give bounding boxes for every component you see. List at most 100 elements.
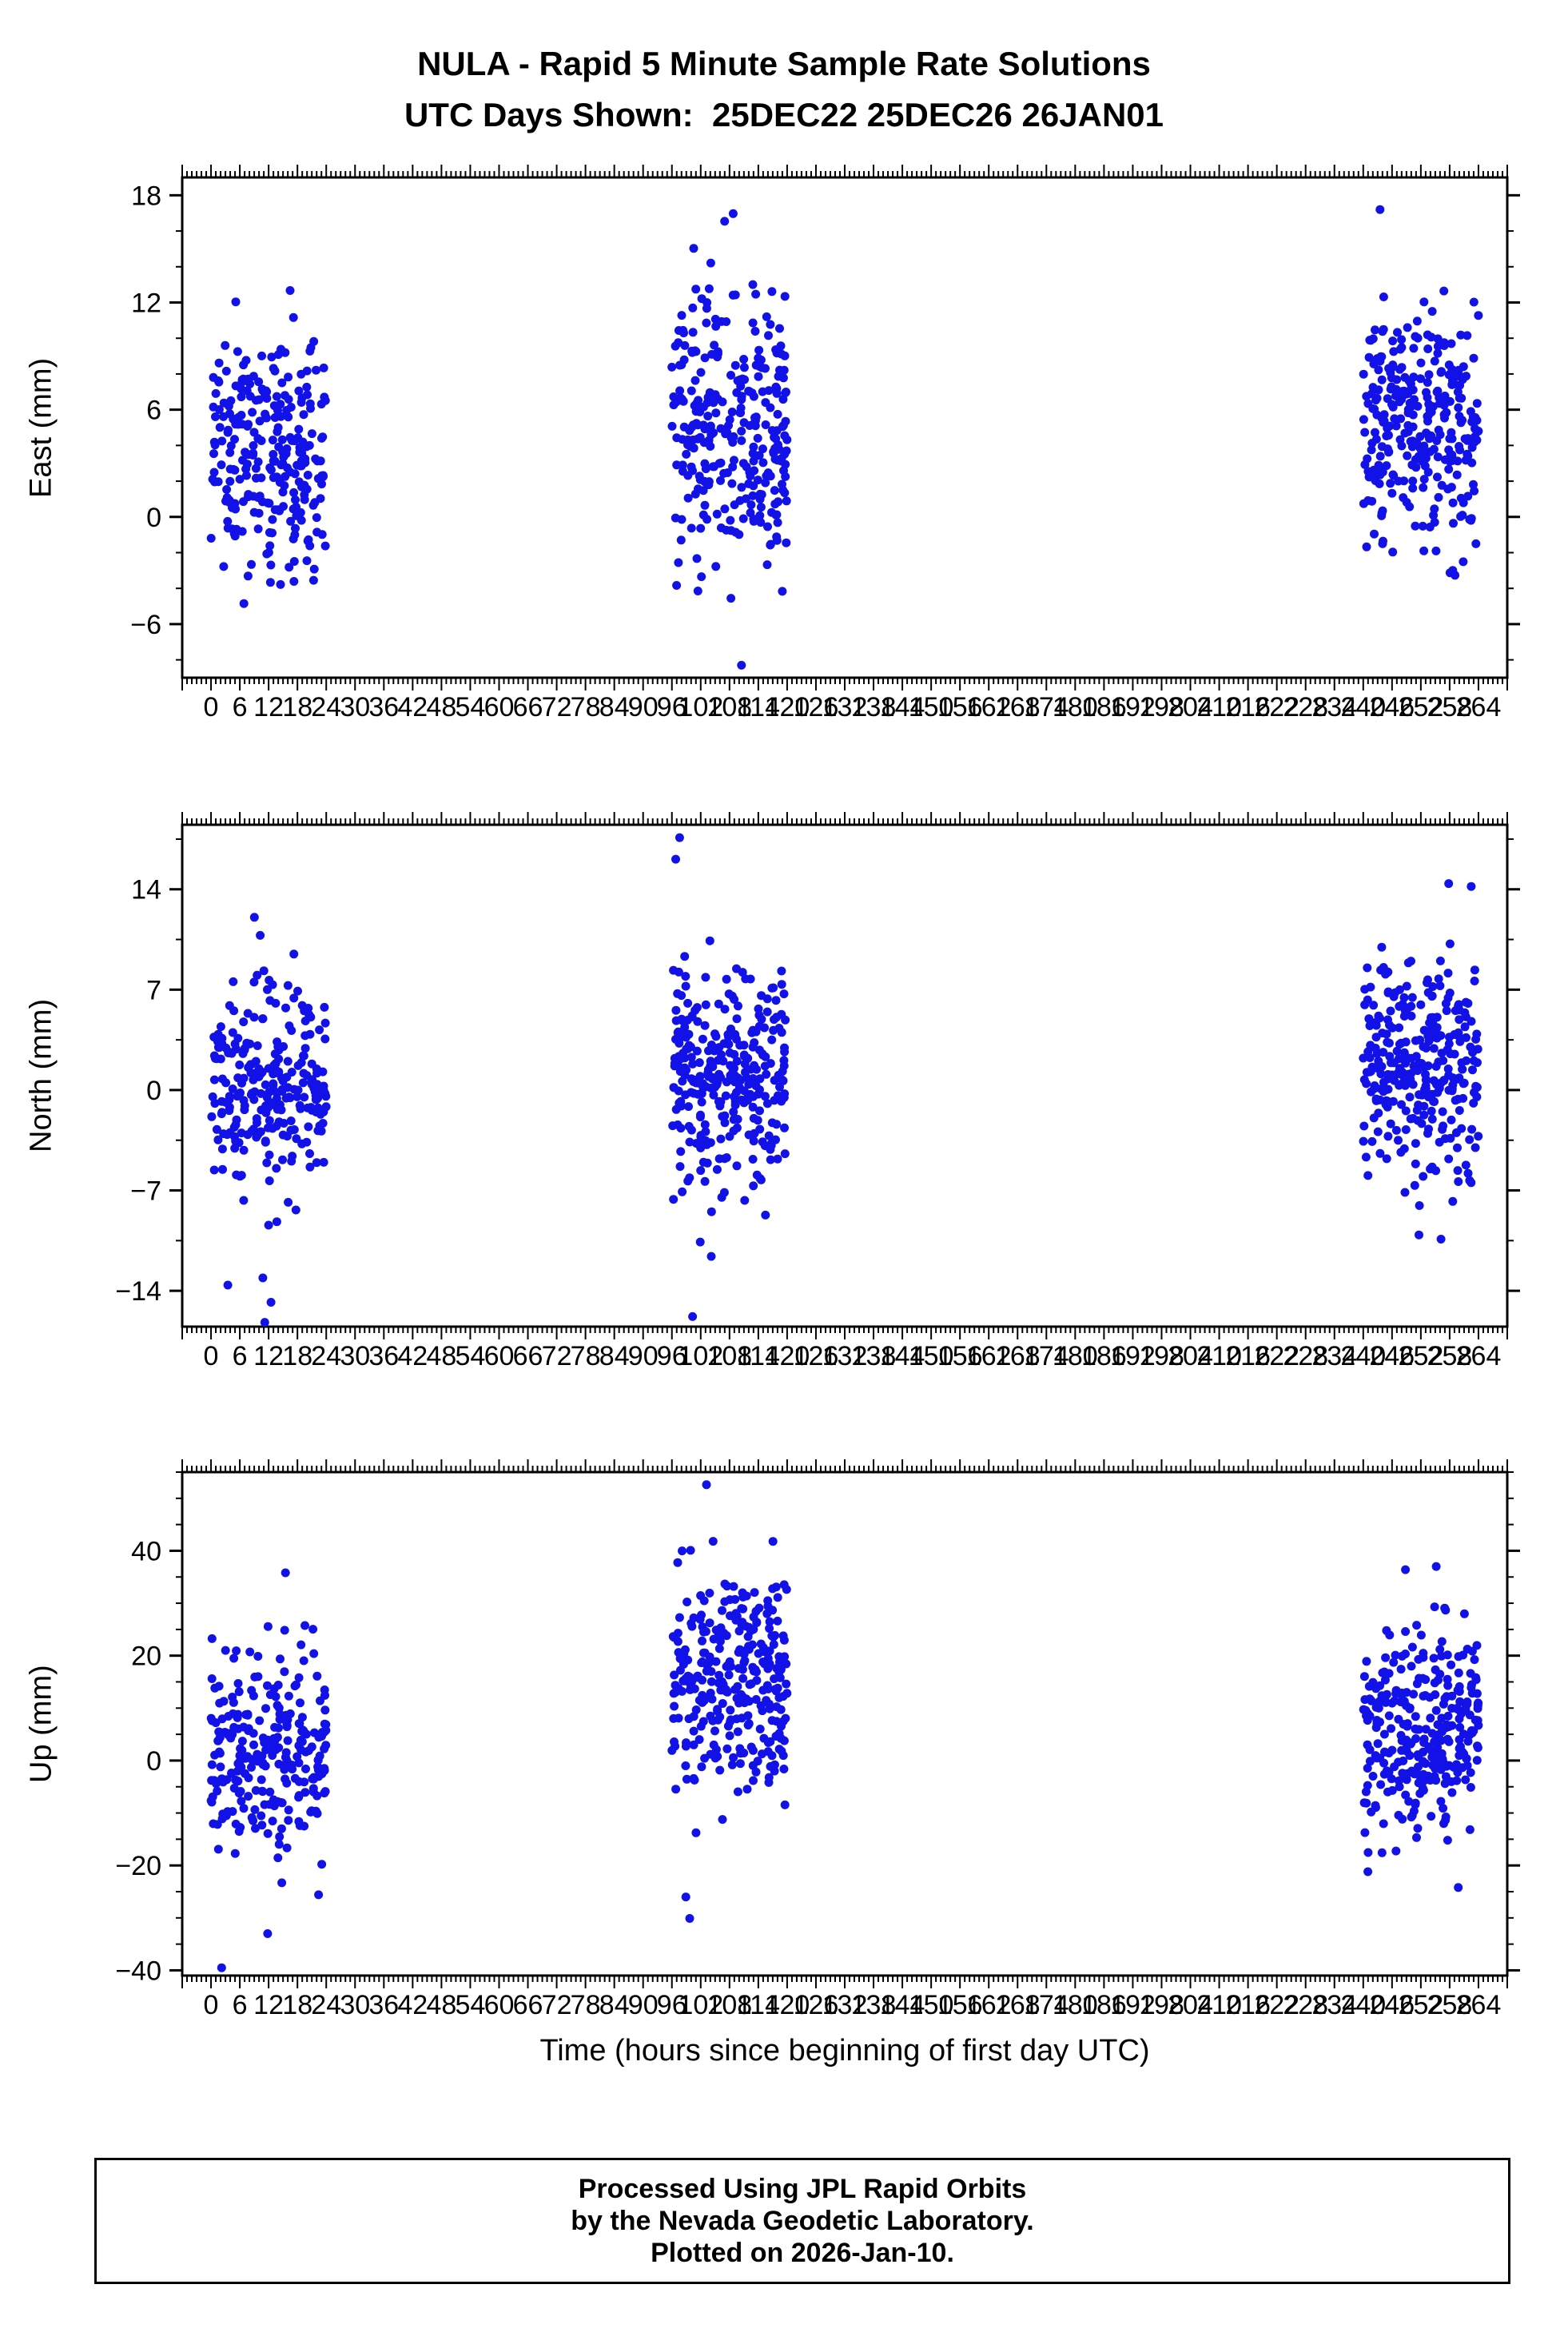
svg-text:228: 228: [1283, 1341, 1328, 1371]
data-points-north: [207, 833, 1483, 1327]
svg-text:216: 216: [1225, 692, 1271, 722]
svg-text:174: 174: [1024, 1990, 1069, 2020]
footer-line-2: by the Nevada Geodetic Laboratory.: [571, 2205, 1034, 2236]
svg-text:108: 108: [706, 692, 752, 722]
svg-text:168: 168: [995, 1341, 1041, 1371]
svg-text:126: 126: [794, 1341, 839, 1371]
svg-text:216: 216: [1225, 1341, 1271, 1371]
svg-text:162: 162: [966, 1990, 1012, 2020]
svg-text:0: 0: [146, 1746, 161, 1777]
svg-text:240: 240: [1340, 1990, 1386, 2020]
svg-text:102: 102: [678, 1990, 723, 2020]
svg-text:96: 96: [657, 692, 687, 722]
svg-text:0: 0: [146, 503, 161, 533]
svg-text:30: 30: [340, 1990, 370, 2020]
svg-text:138: 138: [851, 1341, 897, 1371]
svg-text:36: 36: [368, 1341, 399, 1371]
svg-text:36: 36: [368, 692, 399, 722]
svg-text:114: 114: [737, 1990, 780, 2020]
svg-text:132: 132: [822, 1990, 868, 2020]
svg-text:72: 72: [542, 1341, 572, 1371]
svg-text:222: 222: [1254, 1990, 1299, 2020]
svg-text:120: 120: [765, 1341, 810, 1371]
svg-text:144: 144: [880, 692, 925, 722]
svg-text:192: 192: [1110, 1341, 1156, 1371]
plot-frame-up: [181, 1470, 1509, 1977]
svg-text:162: 162: [966, 692, 1012, 722]
svg-text:150: 150: [909, 1341, 954, 1371]
svg-text:240: 240: [1340, 692, 1386, 722]
svg-text:210: 210: [1196, 1341, 1242, 1371]
svg-text:66: 66: [513, 1341, 543, 1371]
svg-text:−40: −40: [115, 1956, 161, 1986]
svg-text:252: 252: [1399, 692, 1444, 722]
chart-title: NULA - Rapid 5 Minute Sample Rate Soluti…: [417, 45, 1151, 82]
svg-text:6: 6: [233, 1990, 248, 2020]
svg-text:48: 48: [426, 1990, 456, 2020]
svg-text:126: 126: [794, 692, 839, 722]
svg-text:156: 156: [937, 1341, 983, 1371]
svg-text:6: 6: [233, 1341, 248, 1371]
svg-text:156: 156: [937, 692, 983, 722]
svg-text:84: 84: [599, 692, 630, 722]
svg-text:210: 210: [1196, 1990, 1242, 2020]
svg-text:204: 204: [1168, 1990, 1213, 2020]
svg-text:258: 258: [1427, 1341, 1473, 1371]
svg-text:234: 234: [1311, 1341, 1357, 1371]
svg-text:66: 66: [513, 1990, 543, 2020]
chart-subtitle: UTC Days Shown: 25DEC22 25DEC26 26JAN01: [404, 96, 1164, 133]
y-axis-label-east: East (mm): [24, 357, 58, 498]
tick-labels-up: 0 6 12182430364248546066727884909610210811…: [115, 1536, 1501, 2020]
svg-text:54: 54: [455, 1341, 485, 1371]
svg-text:96: 96: [657, 1990, 687, 2020]
svg-text:48: 48: [426, 692, 456, 722]
svg-text:102: 102: [678, 1341, 723, 1371]
svg-text:180: 180: [1053, 692, 1098, 722]
svg-text:252: 252: [1399, 1341, 1444, 1371]
svg-text:54: 54: [455, 692, 485, 722]
svg-text:144: 144: [880, 1990, 925, 2020]
svg-text:108: 108: [706, 1341, 752, 1371]
svg-text:186: 186: [1081, 692, 1127, 722]
svg-text:90: 90: [628, 692, 659, 722]
subplot-north: 0 6 12182430364248546066727884909610210811…: [115, 812, 1520, 1371]
svg-text:18: 18: [131, 181, 161, 211]
footer-line-1: Processed Using JPL Rapid Orbits: [578, 2173, 1027, 2204]
svg-text:42: 42: [397, 1341, 428, 1371]
svg-text:174: 174: [1024, 1341, 1069, 1371]
svg-text:36: 36: [368, 1990, 399, 2020]
svg-text:240: 240: [1340, 1341, 1386, 1371]
svg-text:6: 6: [146, 396, 161, 426]
svg-text:234: 234: [1311, 692, 1357, 722]
svg-text:132: 132: [822, 1341, 868, 1371]
svg-text:12: 12: [253, 692, 284, 722]
svg-text:84: 84: [599, 1990, 630, 2020]
svg-text:186: 186: [1081, 1990, 1127, 2020]
svg-text:198: 198: [1139, 1990, 1184, 2020]
svg-text:174: 174: [1024, 692, 1069, 722]
svg-text:24: 24: [311, 692, 341, 722]
svg-text:−14: −14: [115, 1276, 161, 1307]
svg-text:24: 24: [311, 1990, 341, 2020]
svg-text:246: 246: [1369, 1990, 1415, 2020]
footer-line-3: Plotted on 2026-Jan-10.: [651, 2238, 954, 2269]
svg-text:72: 72: [542, 692, 572, 722]
svg-text:114: 114: [737, 1341, 780, 1371]
subplot-east: 0 6 12182430364248546066727884909610210811…: [130, 165, 1520, 722]
svg-text:126: 126: [794, 1990, 839, 2020]
svg-text:42: 42: [397, 1990, 428, 2020]
svg-text:180: 180: [1053, 1990, 1098, 2020]
svg-text:48: 48: [426, 1341, 456, 1371]
svg-text:120: 120: [765, 692, 810, 722]
svg-text:96: 96: [657, 1341, 687, 1371]
svg-text:−6: −6: [130, 610, 161, 640]
svg-text:150: 150: [909, 1990, 954, 2020]
svg-text:186: 186: [1081, 1341, 1127, 1371]
svg-text:228: 228: [1283, 1990, 1328, 2020]
svg-text:0: 0: [146, 1076, 161, 1106]
svg-text:24: 24: [311, 1341, 341, 1371]
svg-text:66: 66: [513, 692, 543, 722]
plot-frame-east: [181, 176, 1509, 679]
